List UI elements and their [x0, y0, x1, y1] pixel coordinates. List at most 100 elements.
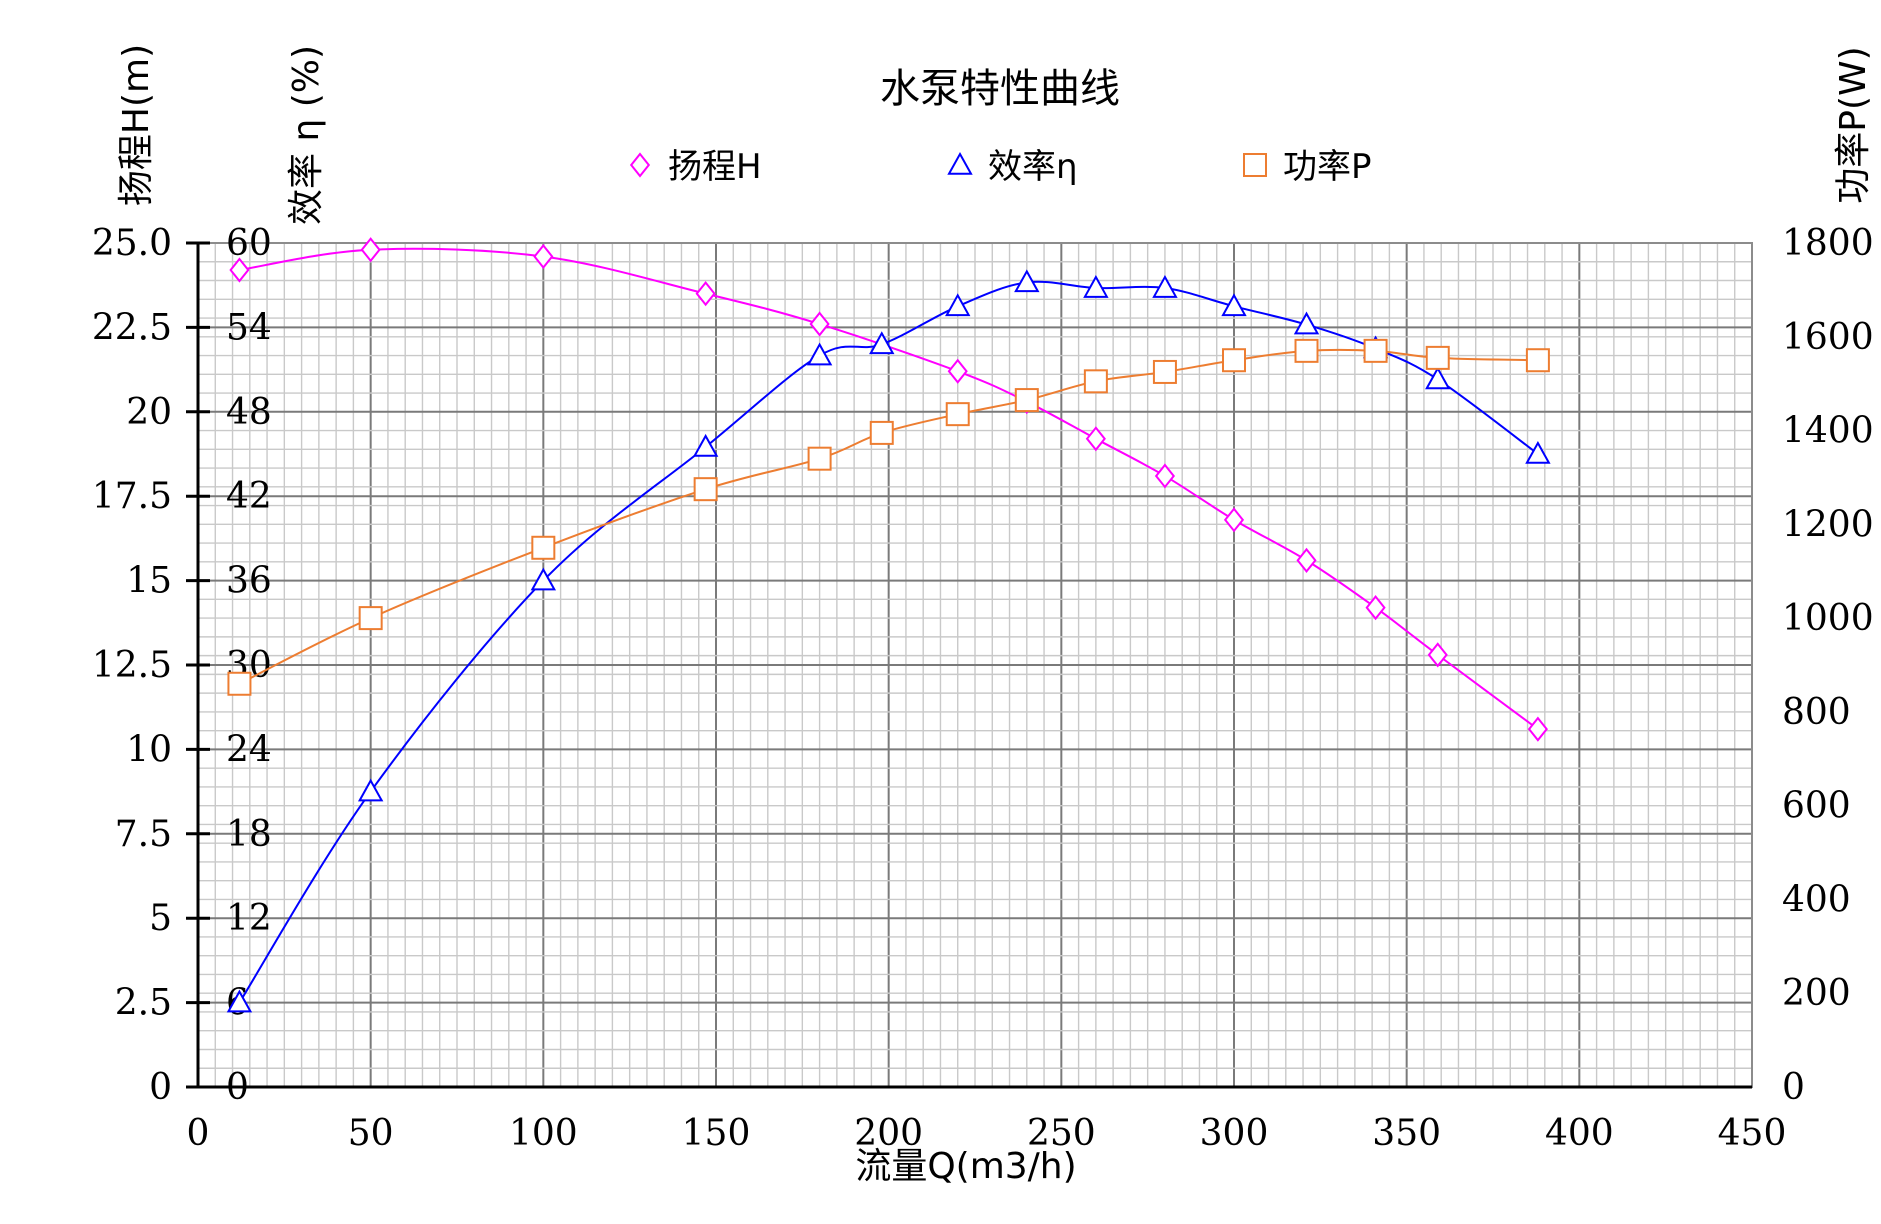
data-point-square [1014, 388, 1039, 413]
y-axis-title-efficiency: 效率 η (%) [286, 45, 327, 225]
head-tick-label: 17.5 [92, 476, 172, 517]
data-point-triangle [806, 342, 833, 366]
head-tick-label: 12.5 [92, 645, 172, 686]
efficiency-tick-label: 0 [226, 1067, 249, 1108]
efficiency-tick-label: 12 [226, 898, 272, 939]
data-point-triangle [530, 567, 557, 591]
head-tick-label: 22.5 [92, 307, 172, 348]
y-axis-title-power: 功率P(W) [1833, 46, 1874, 203]
data-point-diamond [1085, 426, 1106, 452]
head-tick-label: 0 [149, 1067, 172, 1108]
data-point-square [1152, 359, 1177, 384]
legend-marker-square [1243, 153, 1267, 177]
legend-marker-diamond [629, 152, 651, 178]
data-point-square [1363, 338, 1388, 363]
series [226, 237, 1551, 1013]
power-tick-label: 0 [1782, 1067, 1805, 1108]
data-point-square [1525, 348, 1550, 373]
power-tick-label: 1000 [1782, 598, 1874, 639]
power-tick-label: 800 [1782, 692, 1851, 733]
x-tick-label: 0 [187, 1113, 210, 1154]
data-point-triangle [1152, 274, 1178, 298]
data-point-triangle [692, 433, 719, 457]
head-tick-label: 20 [126, 392, 172, 433]
efficiency-tick-label: 54 [226, 307, 272, 348]
head-tick-label: 15 [126, 561, 172, 602]
legend-item: 效率η [947, 147, 1078, 187]
x-tick-label: 450 [1718, 1113, 1787, 1154]
chart-title: 水泵特性曲线 [880, 66, 1120, 112]
efficiency-tick-label: 36 [226, 561, 272, 602]
x-tick-label: 400 [1545, 1113, 1614, 1154]
data-point-triangle [1221, 293, 1247, 317]
legend-label: 扬程H [668, 147, 762, 187]
data-point-triangle [1525, 440, 1551, 464]
data-point-triangle [869, 331, 895, 355]
data-point-triangle [226, 989, 253, 1013]
data-point-square [1425, 345, 1450, 370]
data-point-diamond [360, 237, 381, 263]
efficiency-tick-label: 60 [226, 223, 272, 264]
axes: 0 50 100 150 200 250 300 350 400 45002.557.51012.… [92, 223, 1874, 1154]
data-point-square [1083, 369, 1108, 394]
legend-item: 扬程H [629, 147, 762, 187]
data-point-square [693, 477, 718, 502]
data-point-square [869, 420, 894, 445]
head-tick-label: 2.5 [115, 983, 172, 1024]
data-point-diamond [695, 281, 716, 307]
power-tick-label: 1800 [1782, 223, 1874, 264]
legend-item: 功率P [1243, 147, 1372, 187]
head-tick-label: 7.5 [115, 814, 172, 855]
data-point-diamond [533, 243, 554, 270]
grid [197, 242, 1753, 1088]
data-point-diamond [1427, 642, 1448, 668]
y-axis-title-head: 扬程H(m) [116, 44, 157, 206]
legend: 扬程H 效率η 功率P [629, 147, 1372, 187]
data-point-triangle [1014, 269, 1040, 293]
data-point-square [227, 671, 252, 696]
labels: 水泵特性曲线 流量Q(m3/h) 扬程H(m) 效率 η (%) 功率P(W) [116, 44, 1874, 1187]
data-point-diamond [947, 358, 968, 384]
power-tick-label: 400 [1782, 879, 1851, 920]
efficiency-tick-label: 48 [226, 392, 272, 433]
head-tick-label: 10 [126, 729, 172, 770]
data-point-triangle [357, 778, 384, 802]
x-tick-label: 150 [682, 1113, 751, 1154]
data-point-triangle [945, 293, 971, 317]
power-tick-label: 600 [1782, 786, 1851, 827]
data-point-triangle [1425, 366, 1451, 390]
data-point-square [807, 446, 832, 471]
legend-label: 效率η [988, 147, 1078, 187]
x-tick-label: 250 [1027, 1113, 1096, 1154]
data-point-diamond [1296, 547, 1317, 573]
data-point-diamond [229, 257, 250, 283]
legend-marker-triangle [947, 151, 973, 175]
data-point-square [945, 402, 970, 427]
data-point-square [1294, 338, 1319, 363]
data-point-diamond [1154, 463, 1176, 489]
data-point-square [1222, 348, 1246, 373]
legend-label: 功率P [1283, 147, 1372, 187]
power-tick-label: 1600 [1782, 317, 1874, 358]
data-point-diamond [809, 311, 830, 337]
x-tick-label: 350 [1372, 1113, 1441, 1154]
x-axis-title: 流量Q(m3/h) [855, 1146, 1076, 1187]
power-tick-label: 200 [1782, 973, 1851, 1014]
series-square [227, 338, 1550, 696]
head-tick-label: 5 [149, 898, 172, 939]
head-tick-label: 25.0 [92, 223, 172, 264]
data-point-diamond [1527, 716, 1548, 742]
x-tick-label: 100 [509, 1113, 578, 1154]
data-point-triangle [1083, 274, 1109, 298]
data-point-triangle [1293, 311, 1320, 335]
data-point-diamond [1365, 595, 1386, 621]
efficiency-tick-label: 18 [226, 814, 272, 855]
efficiency-tick-label: 24 [226, 729, 272, 770]
power-tick-label: 1200 [1782, 504, 1874, 545]
x-tick-label: 300 [1200, 1113, 1269, 1154]
data-point-diamond [1223, 507, 1245, 533]
efficiency-tick-label: 42 [226, 476, 272, 517]
series-line [238, 348, 1538, 685]
power-tick-label: 1400 [1782, 411, 1874, 452]
